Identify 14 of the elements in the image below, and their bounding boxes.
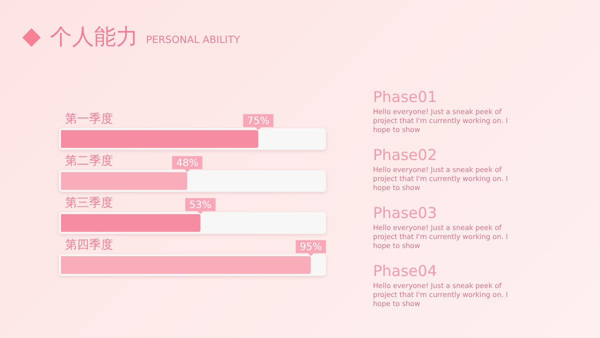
text: Phase02 xyxy=(373,146,438,164)
data-label: 48% xyxy=(176,158,198,169)
data-label: 95% xyxy=(300,242,322,253)
text: Phase01 xyxy=(373,88,438,106)
text: Phase04 xyxy=(373,262,438,280)
text: Phase03 xyxy=(373,204,438,222)
data-label: 75% xyxy=(247,116,270,127)
y-tick-label: 第二季度 xyxy=(65,153,113,168)
y-tick-label: 第一季度 xyxy=(65,111,113,126)
chart-title: 个人能力 xyxy=(50,24,138,52)
data-label: 53% xyxy=(189,200,212,211)
y-tick-label: 第三季度 xyxy=(65,195,113,210)
y-tick-label: 第四季度 xyxy=(65,237,113,252)
chart-subtitle: PERSONAL ABILITY xyxy=(146,34,240,46)
